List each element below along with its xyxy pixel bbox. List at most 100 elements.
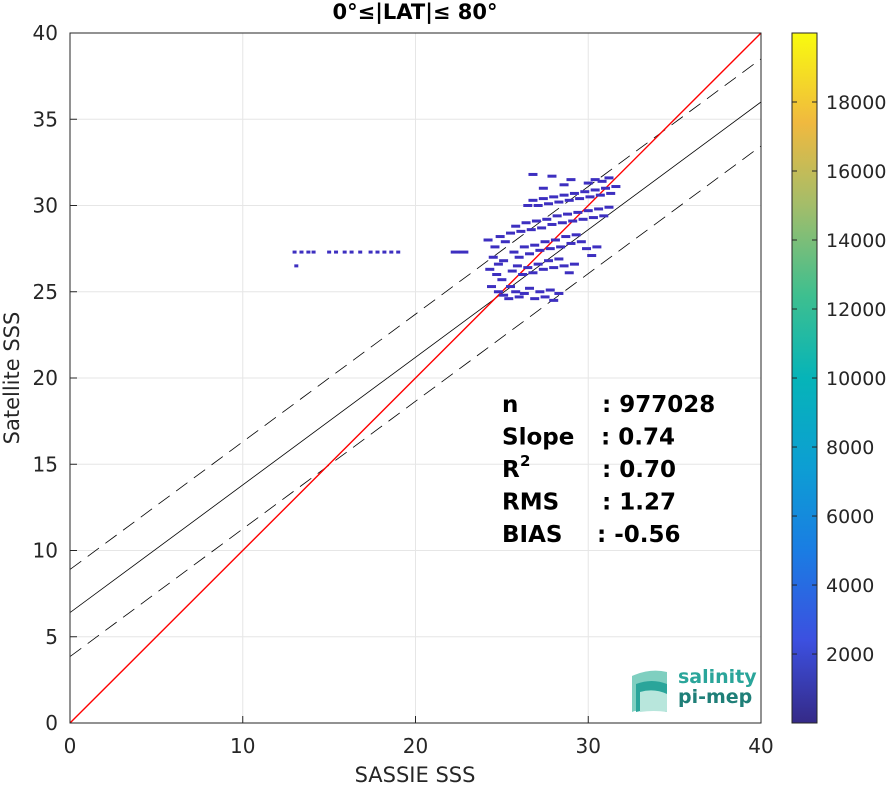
- density-point: [483, 238, 493, 242]
- density-point: [528, 271, 538, 275]
- density-points: [292, 172, 621, 302]
- colorbar-tick-label: 8000: [826, 437, 874, 459]
- wave-logo-icon-layer-front: [640, 690, 667, 712]
- density-point: [523, 266, 533, 270]
- colorbar-tick-label: 6000: [826, 506, 874, 528]
- density-point: [538, 267, 548, 271]
- density-point: [519, 291, 529, 295]
- y-tick-label: 25: [33, 280, 58, 304]
- y-tick-label: 5: [45, 625, 58, 649]
- fit-lines: [70, 33, 761, 723]
- density-point: [538, 186, 548, 190]
- x-tick-label: 20: [403, 734, 428, 758]
- density-point: [571, 233, 581, 237]
- density-point: [525, 286, 535, 290]
- density-point: [334, 250, 339, 254]
- density-point: [375, 250, 380, 254]
- density-point: [306, 250, 311, 254]
- density-point: [569, 262, 579, 266]
- density-point: [493, 290, 503, 294]
- stat-label-5: BIAS: [502, 522, 562, 548]
- density-point: [544, 202, 554, 206]
- density-point: [535, 290, 545, 294]
- stat-value-2: : 0.74: [601, 425, 675, 451]
- density-point: [588, 216, 598, 220]
- y-tick-label: 0: [45, 711, 58, 735]
- density-point: [564, 198, 574, 202]
- density-point: [554, 257, 564, 261]
- density-point: [519, 245, 529, 249]
- x-axis-ticks: 0 10 20 30 40: [64, 716, 774, 758]
- density-point: [535, 248, 545, 252]
- density-point: [533, 204, 543, 207]
- density-point: [349, 250, 354, 254]
- density-point: [540, 295, 550, 299]
- density-point: [606, 191, 616, 195]
- density-point: [459, 250, 469, 254]
- density-point: [547, 174, 557, 178]
- density-point: [504, 297, 514, 301]
- density-point: [585, 195, 595, 199]
- density-point: [582, 247, 592, 251]
- density-point: [550, 238, 560, 242]
- density-point: [561, 235, 571, 239]
- density-point: [485, 267, 495, 271]
- density-point: [358, 250, 363, 254]
- density-point: [523, 204, 533, 207]
- density-point: [566, 178, 576, 182]
- y-axis-label: Satellite SSS: [0, 312, 24, 445]
- density-point: [389, 250, 394, 254]
- density-point: [573, 210, 583, 214]
- density-point: [590, 178, 600, 182]
- density-point: [511, 224, 521, 228]
- density-point: [495, 235, 505, 239]
- density-point: [533, 262, 543, 266]
- x-tick-label: 0: [64, 734, 77, 758]
- density-point: [537, 226, 547, 230]
- density-point: [514, 295, 524, 299]
- density-point: [575, 197, 585, 201]
- regression-bound-line-1: [70, 58, 761, 570]
- stat-value-5: : -0.56: [597, 522, 681, 548]
- density-point: [549, 195, 559, 199]
- density-point: [531, 219, 541, 223]
- density-point: [500, 240, 510, 244]
- stat-label-3: R: [502, 457, 520, 483]
- density-point: [568, 219, 578, 223]
- density-point: [509, 250, 519, 254]
- density-point: [506, 285, 516, 289]
- density-point: [554, 200, 564, 204]
- density-point: [450, 250, 460, 254]
- y-tick-label: 20: [33, 366, 58, 390]
- regression-bound-line-2: [70, 145, 761, 657]
- density-point: [493, 262, 503, 266]
- density-point: [590, 188, 600, 192]
- density-point: [559, 193, 569, 197]
- density-point: [604, 176, 614, 180]
- density-point: [597, 179, 607, 183]
- density-point: [540, 240, 550, 244]
- colorbar-tick-label: 4000: [826, 575, 874, 597]
- density-point: [506, 231, 516, 235]
- colorbar-tick-label: 12000: [826, 299, 886, 321]
- density-point: [545, 247, 555, 251]
- density-point: [592, 245, 602, 249]
- density-point: [342, 250, 347, 254]
- density-point: [587, 254, 597, 258]
- stat-label-2: Slope: [502, 425, 574, 451]
- y-tick-label: 35: [33, 107, 58, 131]
- density-point: [499, 259, 509, 263]
- density-point: [583, 209, 593, 213]
- density-point: [595, 193, 605, 197]
- density-point: [311, 250, 316, 254]
- logo-line2: pi-mep: [678, 686, 752, 708]
- density-point: [544, 259, 554, 263]
- density-point: [518, 273, 528, 276]
- colorbar-tick-label: 16000: [826, 161, 886, 183]
- y-axis-ticks: 0 5 10 15 20 25 30 35 40: [33, 21, 77, 735]
- density-point: [396, 250, 401, 254]
- density-point: [549, 298, 559, 302]
- stat-value-4: : 1.27: [602, 490, 676, 516]
- density-point: [559, 183, 569, 187]
